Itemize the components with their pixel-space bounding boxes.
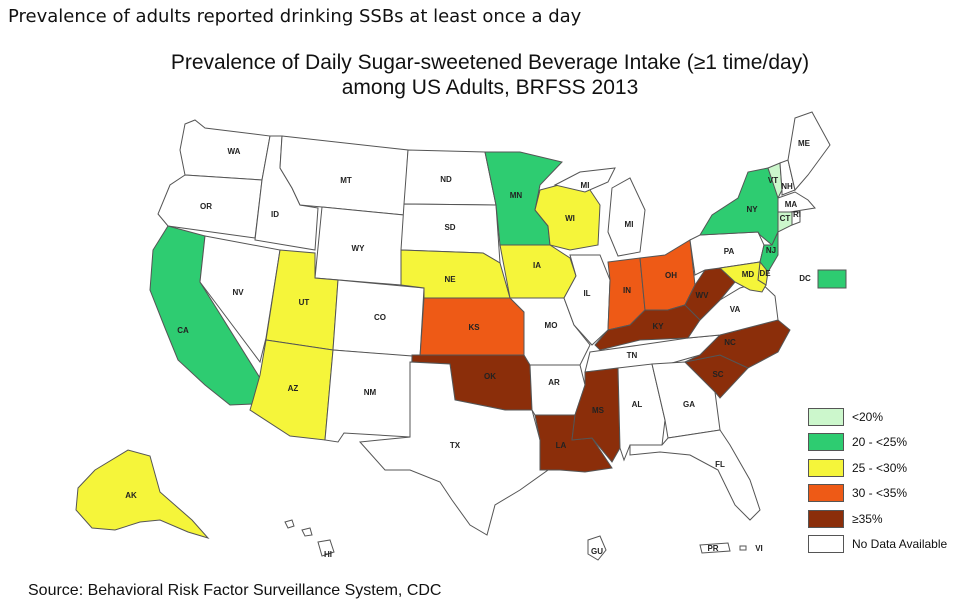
label-wa: WA bbox=[228, 147, 241, 156]
label-ar: AR bbox=[548, 378, 560, 387]
legend-swatch bbox=[808, 509, 844, 528]
label-ca: CA bbox=[177, 326, 189, 335]
map-legend: <20% 20 - <25% 25 - <30% 30 - <35% ≥35% … bbox=[808, 404, 947, 557]
state-vi[interactable] bbox=[739, 545, 747, 551]
label-nv: NV bbox=[232, 288, 244, 297]
state-gu[interactable] bbox=[587, 535, 607, 561]
state-ny[interactable] bbox=[699, 167, 779, 246]
map-title: Prevalence of Daily Sugar-sweetened Beve… bbox=[0, 50, 980, 100]
label-ks: KS bbox=[468, 323, 480, 332]
page-caption: Prevalence of adults reported drinking S… bbox=[8, 6, 582, 27]
label-nh: NH bbox=[781, 182, 793, 191]
label-co: CO bbox=[374, 313, 386, 322]
state-fl[interactable] bbox=[629, 429, 761, 521]
label-ct: CT bbox=[780, 214, 791, 223]
label-nj: NJ bbox=[766, 246, 776, 255]
label-me: ME bbox=[798, 139, 811, 148]
state-il[interactable] bbox=[563, 254, 611, 346]
legend-label: ≥35% bbox=[852, 511, 883, 526]
state-mi[interactable] bbox=[553, 167, 646, 257]
label-tn: TN bbox=[627, 351, 638, 360]
label-wy: WY bbox=[352, 244, 366, 253]
label-ms: MS bbox=[592, 406, 605, 415]
state-tx[interactable] bbox=[358, 361, 549, 536]
legend-item: <20% bbox=[808, 404, 947, 430]
label-mt: MT bbox=[340, 176, 352, 185]
label-la: LA bbox=[556, 441, 567, 450]
legend-item: No Data Available bbox=[808, 532, 947, 558]
state-me[interactable] bbox=[787, 111, 831, 192]
label-id: ID bbox=[271, 210, 279, 219]
label-wv: WV bbox=[696, 291, 710, 300]
map-title-line2: among US Adults, BRFSS 2013 bbox=[341, 76, 639, 99]
label-fl: FL bbox=[715, 460, 725, 469]
label-ak: AK bbox=[125, 491, 137, 500]
legend-label: 25 - <30% bbox=[852, 460, 908, 475]
legend-item: 20 - <25% bbox=[808, 430, 947, 456]
label-gu: GU bbox=[591, 547, 603, 556]
state-nv[interactable] bbox=[199, 235, 281, 364]
label-sd: SD bbox=[444, 223, 455, 232]
state-hi[interactable] bbox=[284, 519, 335, 557]
label-md: MD bbox=[742, 270, 755, 279]
legend-label: <20% bbox=[852, 409, 884, 424]
state-ia[interactable] bbox=[499, 244, 577, 299]
label-nm: NM bbox=[364, 388, 377, 397]
label-vi: VI bbox=[755, 544, 763, 553]
state-md[interactable] bbox=[718, 261, 767, 293]
state-ri[interactable] bbox=[791, 211, 801, 226]
legend-label: No Data Available bbox=[852, 537, 948, 552]
label-mi: MI bbox=[581, 181, 590, 190]
legend-label: 30 - <35% bbox=[852, 486, 908, 501]
label-de: DE bbox=[759, 269, 771, 278]
label-mn: MN bbox=[510, 191, 523, 200]
legend-swatch bbox=[808, 407, 844, 426]
state-ak[interactable] bbox=[75, 449, 210, 539]
label-ma: MA bbox=[785, 200, 798, 209]
label-wi: WI bbox=[565, 214, 575, 223]
label-ny: NY bbox=[746, 205, 758, 214]
source-note: Source: Behavioral Risk Factor Surveilla… bbox=[28, 582, 442, 599]
label-az: AZ bbox=[288, 384, 299, 393]
label-il: IL bbox=[583, 289, 590, 298]
legend-item: 25 - <30% bbox=[808, 455, 947, 481]
state-dc[interactable] bbox=[817, 269, 847, 289]
label-ia: IA bbox=[533, 261, 541, 270]
legend-item: ≥35% bbox=[808, 506, 947, 532]
legend-swatch bbox=[808, 484, 844, 503]
state-wa[interactable] bbox=[179, 119, 271, 181]
label-ga: GA bbox=[683, 400, 695, 409]
label-va: VA bbox=[730, 305, 741, 314]
legend-swatch bbox=[808, 433, 844, 452]
label-ut: UT bbox=[299, 298, 310, 307]
label-mi-lower: MI bbox=[625, 220, 634, 229]
legend-swatch bbox=[808, 458, 844, 477]
label-vt: VT bbox=[768, 176, 778, 185]
label-dc: DC bbox=[799, 274, 811, 283]
label-ky: KY bbox=[652, 322, 664, 331]
label-hi: HI bbox=[324, 550, 332, 559]
label-in: IN bbox=[623, 286, 631, 295]
label-oh: OH bbox=[665, 271, 677, 280]
state-ar[interactable] bbox=[529, 364, 586, 416]
label-pa: PA bbox=[724, 247, 735, 256]
label-ok: OK bbox=[484, 372, 496, 381]
legend-label: 20 - <25% bbox=[852, 435, 908, 450]
label-mo: MO bbox=[545, 321, 558, 330]
legend-item: 30 - <35% bbox=[808, 481, 947, 507]
label-ri: RI bbox=[793, 210, 801, 219]
label-tx: TX bbox=[450, 441, 461, 450]
map-title-line1: Prevalence of Daily Sugar-sweetened Beve… bbox=[170, 51, 810, 74]
state-nh[interactable] bbox=[779, 159, 796, 196]
label-nc: NC bbox=[724, 338, 736, 347]
label-or: OR bbox=[200, 202, 212, 211]
label-sc: SC bbox=[712, 370, 723, 379]
label-pr: PR bbox=[707, 544, 718, 553]
legend-swatch bbox=[808, 535, 844, 554]
label-al: AL bbox=[632, 400, 643, 409]
state-pr[interactable] bbox=[699, 542, 731, 554]
label-nd: ND bbox=[440, 175, 452, 184]
label-ne: NE bbox=[444, 275, 456, 284]
